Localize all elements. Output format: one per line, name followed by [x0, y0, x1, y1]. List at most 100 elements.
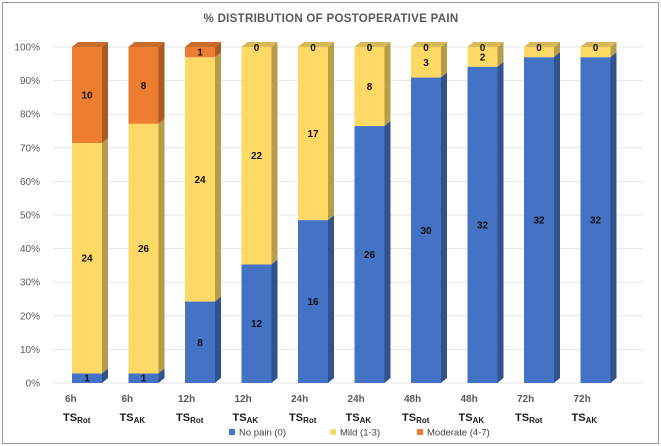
bar-side-mild [610, 42, 617, 58]
bar-side-no [497, 61, 504, 383]
x-tick-label: 72h [517, 394, 534, 405]
data-label: 0 [536, 43, 542, 54]
y-tick-label: 60% [20, 177, 40, 188]
bar-top-cap [467, 42, 504, 47]
group-label-base: TS [233, 412, 247, 424]
x-tick-label: 72h [574, 394, 591, 405]
bar-side-no [610, 52, 617, 383]
y-tick-label: 10% [20, 345, 40, 356]
bar-segment-no [298, 220, 328, 383]
data-label: 26 [364, 250, 376, 261]
legend-swatch [229, 429, 235, 435]
legend-label: No pain (0) [239, 428, 286, 439]
y-tick-label: 20% [20, 311, 40, 322]
data-label: 24 [194, 175, 206, 186]
bar-segment-mild [580, 47, 611, 58]
data-label: 0 [593, 43, 599, 54]
bar-side-no [384, 121, 391, 383]
data-label: 8 [367, 82, 373, 93]
legend-label: Mild (1-3) [340, 428, 380, 439]
data-label: 30 [420, 226, 432, 237]
bar-segment-no [185, 301, 215, 383]
y-axis: 0% 10% 20% 30% 40% 50% 60% 70% 80% 90% 100% [14, 43, 40, 390]
bar-side-no [554, 52, 560, 383]
data-label: 0 [310, 43, 316, 54]
data-label: 3 [423, 58, 429, 69]
bar-segment-mild [467, 47, 498, 67]
group-label: TSRot [289, 412, 317, 425]
group-label-sub: Rot [77, 416, 91, 425]
x-tick-label: 24h [291, 394, 308, 405]
group-label-base: TS [346, 412, 360, 424]
x-tick-label: 48h [461, 394, 478, 405]
bar-segment-no [411, 77, 441, 383]
x-tick-label: 24h [348, 394, 365, 405]
bar-side-mild [271, 42, 278, 265]
bar-side-moderate [158, 42, 165, 124]
group-label: TSRot [402, 412, 430, 425]
group-label-base: TS [572, 412, 586, 424]
group-label-base: TS [402, 412, 416, 424]
group-label: TSAK [346, 412, 372, 425]
data-label: 0 [367, 43, 373, 54]
bar-side-no [102, 368, 108, 383]
bar-segment-moderate [128, 47, 159, 124]
bar-top-cap [72, 42, 108, 47]
bar-side-moderate [102, 42, 108, 143]
group-label: TSAK [572, 412, 598, 425]
bar-side-no [158, 368, 165, 383]
x-tick-label: 6h [122, 394, 134, 405]
bar-side-mild [497, 42, 504, 67]
stacked-bar-chart: % DISTRIBUTION OF POSTOPERATIVE PAIN 0% 1… [14, 13, 643, 439]
y-tick-label: 0% [26, 379, 41, 390]
chart-title: % DISTRIBUTION OF POSTOPERATIVE PAIN [204, 13, 459, 25]
bar-segment-no [241, 264, 272, 383]
bar-side-mild [441, 42, 447, 78]
bar-side-mild [384, 42, 391, 127]
data-label: 1 [141, 374, 147, 385]
data-label: 8 [141, 81, 147, 92]
bar-top-cap [128, 42, 165, 47]
data-label: 0 [254, 43, 260, 54]
group-label-sub: Rot [416, 416, 430, 425]
bar-side-no [441, 72, 447, 383]
bar-side-no [215, 296, 221, 383]
data-label: 1 [197, 48, 203, 59]
group-label: TSRot [176, 412, 204, 425]
group-label: TSAK [459, 412, 485, 425]
bar-segment-mild [411, 47, 441, 78]
data-label: 12 [251, 319, 263, 330]
group-label-sub: AK [360, 416, 372, 425]
bar-segment-mild [241, 47, 272, 265]
group-label-sub: Rot [190, 416, 204, 425]
group-label: TSAK [120, 412, 146, 425]
legend: No pain (0) Mild (1-3) Moderate (4-7) [229, 428, 490, 439]
bar-side-mild [215, 52, 221, 302]
data-label: 26 [138, 244, 150, 255]
bar-top-cap [580, 42, 617, 47]
bar-segment-no [128, 373, 159, 383]
bar-segment-mild [185, 57, 215, 302]
legend-swatch [330, 429, 336, 435]
group-label: TSRot [515, 412, 543, 425]
group-label-sub: AK [473, 416, 485, 425]
data-label: 32 [533, 216, 545, 227]
group-label-sub: Rot [303, 416, 317, 425]
data-labels: 1241012688241122201617026803030322032032… [81, 43, 601, 385]
bar-top-cap [524, 42, 560, 47]
data-label: 22 [251, 151, 263, 162]
y-tick-label: 90% [20, 76, 40, 87]
group-label-base: TS [515, 412, 529, 424]
y-tick-label: 100% [14, 43, 40, 54]
group-label-sub: Rot [529, 416, 543, 425]
data-label: 10 [81, 91, 93, 102]
bar-segment-mild [524, 47, 554, 58]
group-label-base: TS [289, 412, 303, 424]
x-axis: 6hTSRot6hTSAK12hTSRot12hTSAK24hTSRot24hT… [63, 394, 597, 425]
bar-side-no [328, 215, 334, 383]
bar-side-no [271, 259, 278, 383]
group-label: TSAK [233, 412, 259, 425]
data-label: 32 [590, 216, 602, 227]
bar-side-mild [328, 42, 334, 221]
